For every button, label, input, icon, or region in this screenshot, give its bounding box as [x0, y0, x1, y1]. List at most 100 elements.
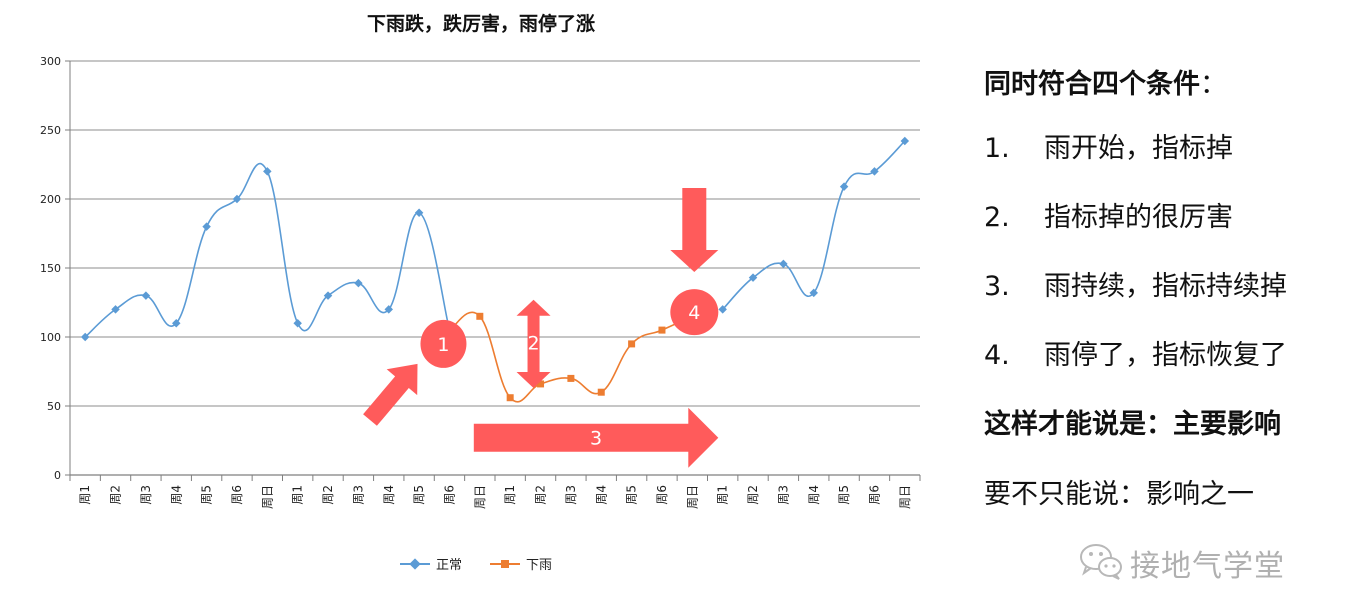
condition-number: 1.: [984, 133, 1010, 164]
data-point: [628, 340, 636, 348]
annotation-label: 4: [688, 302, 700, 324]
x-tick-label: 周5: [412, 485, 426, 505]
conclusion-text: 这样才能说是：主要影响: [984, 409, 1281, 440]
data-point: [597, 388, 605, 396]
data-point: [779, 259, 788, 269]
annotation-arrow-3: [473, 407, 719, 468]
y-tick-label: 250: [40, 124, 61, 137]
condition-text: 雨开始，指标掉: [1044, 133, 1233, 164]
annotation-arrow-2: [516, 299, 551, 389]
data-point: [354, 278, 363, 288]
x-tick-label: 周6: [655, 485, 669, 505]
data-point: [658, 326, 666, 334]
annotation-circle-1: [420, 319, 467, 368]
x-tick-label: 周5: [837, 485, 851, 505]
x-tick-label: 周6: [867, 485, 881, 505]
data-point: [232, 194, 242, 204]
x-tick-label: 周1: [78, 485, 92, 505]
x-tick-label: 周1: [503, 485, 517, 505]
x-tick-label: 周6: [230, 485, 244, 505]
data-point: [111, 305, 120, 314]
annotation-arrow-4: [670, 188, 719, 272]
data-point: [202, 222, 211, 231]
x-tick-label: 周3: [776, 485, 790, 505]
x-tick-label: 周3: [564, 485, 578, 505]
x-tick-label: 周日: [898, 485, 912, 509]
x-tick-label: 周日: [685, 485, 699, 509]
legend-label-normal: 正常: [436, 558, 462, 573]
data-point: [384, 305, 393, 314]
data-point: [141, 291, 151, 300]
line-chart: 下雨跌，跌厉害，雨停了涨 0 50 100 150 200 250 300 周1 周2 周3 周4…: [40, 12, 921, 573]
x-tick-label: 周2: [534, 485, 548, 505]
data-point: [537, 380, 545, 388]
conditions-panel: 同时符合四个条件： 1. 雨开始，指标掉 2. 指标掉的很厉害 3. 雨持续，指标持续…: [984, 62, 1350, 530]
data-point: [748, 273, 758, 282]
conditions-heading: 同时符合四个条件：: [984, 62, 1350, 108]
series-line: [84, 162, 451, 338]
data-point: [293, 318, 302, 328]
y-tick-label: 0: [54, 469, 61, 482]
x-tick-label: 周1: [291, 485, 305, 505]
x-axis: 周1 周2 周3 周4 周5 周6 周日 周1 周2 周3 周4 周5 周6 周日 周1 周2 周3 周4 周5 周6…: [69, 475, 921, 509]
condition-text: 指标掉的很厉害: [1044, 202, 1233, 233]
data-point: [839, 182, 849, 191]
x-tick-label: 周日: [260, 485, 274, 509]
y-tick-label: 300: [40, 55, 61, 68]
series-line: [448, 311, 693, 403]
y-tick-label: 200: [40, 193, 61, 206]
x-tick-label: 周4: [594, 485, 608, 505]
condition-item-2: 2. 指标掉的很厉害: [984, 183, 1350, 252]
heading-colon: ：: [1200, 69, 1227, 100]
x-tick-label: 周日: [473, 485, 487, 509]
wechat-icon: [1078, 541, 1124, 585]
watermark-text: 接地气学堂: [1130, 549, 1285, 584]
condition-number: 3.: [984, 271, 1010, 302]
data-point: [80, 332, 90, 342]
annotation-layer: 1 2 3 4: [363, 188, 719, 468]
heading-text: 同时符合四个条件: [984, 69, 1200, 100]
annotation-label: 1: [437, 334, 449, 356]
data-point: [506, 394, 514, 402]
data-point: [263, 167, 272, 176]
x-tick-label: 周4: [382, 485, 396, 505]
condition-text: 雨停了，指标恢复了: [1044, 340, 1287, 371]
grid: [70, 60, 920, 476]
x-tick-label: 周5: [200, 485, 214, 505]
x-tick-label: 周2: [321, 485, 335, 505]
condition-item-4: 4. 雨停了，指标恢复了: [984, 321, 1350, 390]
y-axis: 0 50 100 150 200 250 300: [40, 55, 71, 482]
y-tick-label: 100: [40, 331, 61, 344]
series-line: [722, 140, 906, 310]
condition-item-1: 1. 雨开始，指标掉: [984, 114, 1350, 183]
series-layer: [80, 136, 910, 403]
annotation-arrow-1: [363, 363, 418, 426]
x-tick-label: 周3: [139, 485, 153, 505]
condition-number: 4.: [984, 340, 1010, 371]
condition-text: 雨持续，指标持续掉: [1044, 271, 1287, 302]
data-point: [414, 208, 424, 218]
x-tick-label: 周4: [169, 485, 183, 505]
data-point: [323, 291, 333, 300]
chart-title: 下雨跌，跌厉害，雨停了涨: [367, 12, 595, 35]
condition-item-3: 3. 雨持续，指标持续掉: [984, 252, 1350, 321]
data-point: [567, 374, 575, 382]
legend-label-rain: 下雨: [526, 558, 552, 573]
x-tick-label: 周2: [746, 485, 760, 505]
annotation-circle-4: [670, 289, 719, 336]
x-tick-label: 周6: [442, 485, 456, 505]
y-tick-label: 50: [47, 400, 61, 413]
data-point: [809, 288, 818, 298]
legend-marker-rain: [501, 560, 509, 568]
annotation-label: 2: [527, 333, 539, 355]
x-tick-label: 周2: [109, 485, 123, 505]
x-tick-label: 周3: [351, 485, 365, 505]
x-tick-label: 周5: [625, 485, 639, 505]
legend: 正常 下雨: [400, 558, 552, 573]
note-text: 要不只能说：影响之一: [984, 479, 1254, 510]
annotation-label: 3: [590, 428, 602, 450]
y-tick-label: 150: [40, 262, 61, 275]
legend-marker-normal: [409, 558, 421, 570]
condition-number: 2.: [984, 202, 1010, 233]
data-point: [718, 305, 727, 314]
